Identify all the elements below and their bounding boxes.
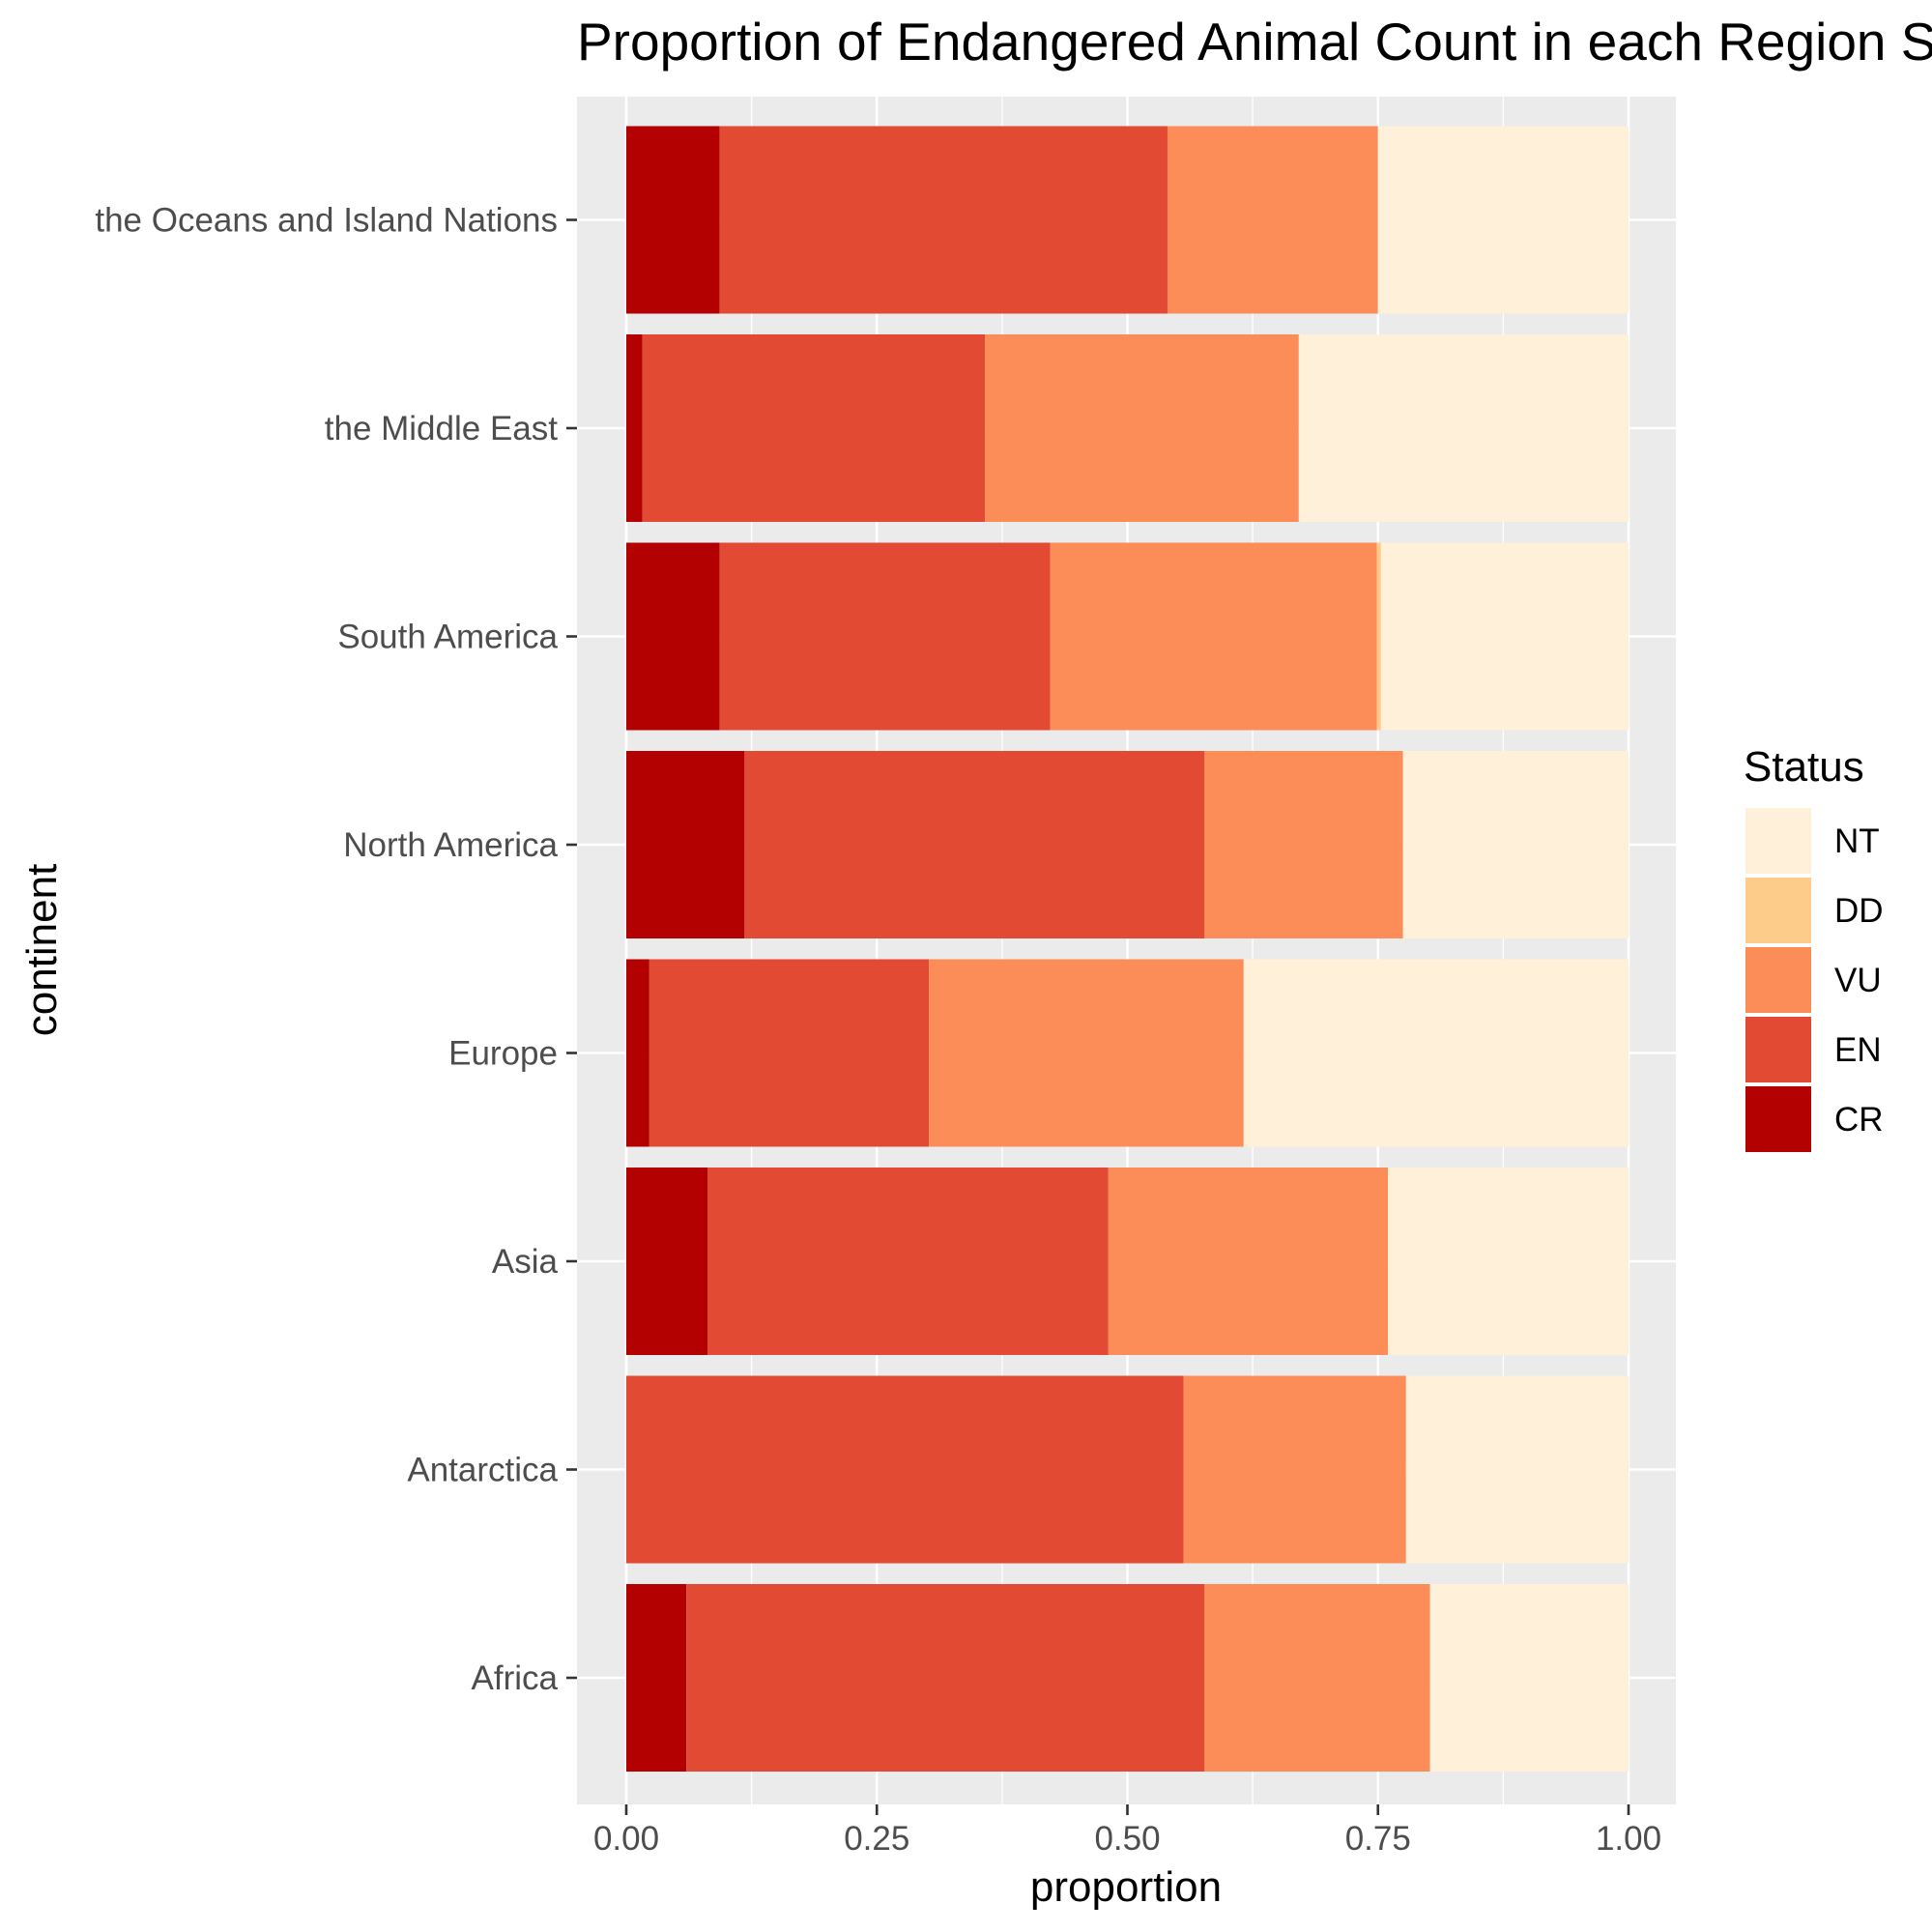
y-tick-label: Antarctica	[407, 1452, 558, 1489]
bar-cr	[626, 1584, 687, 1772]
legend-label: VU	[1834, 962, 1882, 999]
bar-en	[686, 1584, 1205, 1772]
chart-title: Proportion of Endangered Animal Count in…	[577, 12, 1932, 72]
bar-vu	[1183, 1375, 1406, 1564]
bar-vu	[1204, 1584, 1430, 1772]
y-axis-title: continent	[18, 864, 66, 1037]
bar-nt	[1405, 1375, 1629, 1564]
bar-vu	[985, 334, 1299, 522]
x-axis-title: proportion	[1030, 1863, 1222, 1911]
bar-cr	[626, 126, 720, 314]
legend-label: NT	[1834, 822, 1880, 860]
bar-dd	[1376, 542, 1381, 731]
bar-vu	[1050, 542, 1377, 731]
bar-vu	[1167, 126, 1378, 314]
bar-vu	[929, 959, 1244, 1147]
legend-key-vu	[1745, 947, 1811, 1013]
legend-title: Status	[1744, 743, 1864, 791]
bar-en	[706, 1168, 1109, 1355]
bar-nt	[1402, 751, 1629, 938]
bar-cr	[626, 959, 649, 1147]
bar-vu	[1204, 751, 1403, 938]
legend-key-cr	[1745, 1086, 1811, 1152]
bar-cr	[626, 334, 643, 522]
bar-nt	[1429, 1584, 1629, 1772]
bar-en	[719, 126, 1168, 314]
bar-cr	[626, 751, 745, 938]
x-tick-label: 0.25	[844, 1820, 909, 1858]
x-axis: 0.00 0.25 0.50 0.75 1.00	[593, 1804, 1661, 1858]
y-axis: Africa Antarctica Asia Europe North America S…	[95, 202, 577, 1697]
bar-cr	[626, 1168, 707, 1355]
bar-nt	[1380, 542, 1629, 731]
bar-en	[649, 959, 930, 1147]
legend: Status NT DD VU EN CR	[1744, 743, 1884, 1152]
legend-label: DD	[1834, 892, 1884, 930]
bar-nt	[1377, 126, 1629, 314]
legend-label: CR	[1834, 1101, 1884, 1139]
y-tick-label: Asia	[492, 1243, 559, 1281]
bar-en	[626, 1375, 1184, 1564]
bar-en	[744, 751, 1205, 938]
y-tick-label: South America	[337, 619, 558, 656]
bar-cr	[626, 542, 720, 731]
y-tick-label: Africa	[472, 1659, 559, 1697]
x-tick-label: 0.00	[593, 1820, 659, 1858]
y-tick-label: the Middle East	[325, 410, 559, 447]
y-tick-label: North America	[343, 826, 558, 864]
bar-en	[642, 334, 986, 522]
bar-nt	[1388, 1168, 1629, 1355]
y-tick-label: the Oceans and Island Nations	[95, 202, 558, 240]
bars	[626, 126, 1629, 1772]
bar-vu	[1108, 1168, 1389, 1355]
bar-en	[719, 542, 1051, 731]
x-tick-label: 0.75	[1345, 1820, 1411, 1858]
y-tick-label: Europe	[448, 1035, 558, 1073]
legend-key-en	[1745, 1017, 1811, 1082]
x-tick-label: 0.50	[1094, 1820, 1160, 1858]
x-tick-label: 1.00	[1596, 1820, 1661, 1858]
bar-nt	[1243, 959, 1629, 1147]
legend-label: EN	[1834, 1031, 1882, 1069]
legend-key-nt	[1745, 808, 1811, 874]
bar-nt	[1298, 334, 1629, 522]
legend-key-dd	[1745, 878, 1811, 943]
